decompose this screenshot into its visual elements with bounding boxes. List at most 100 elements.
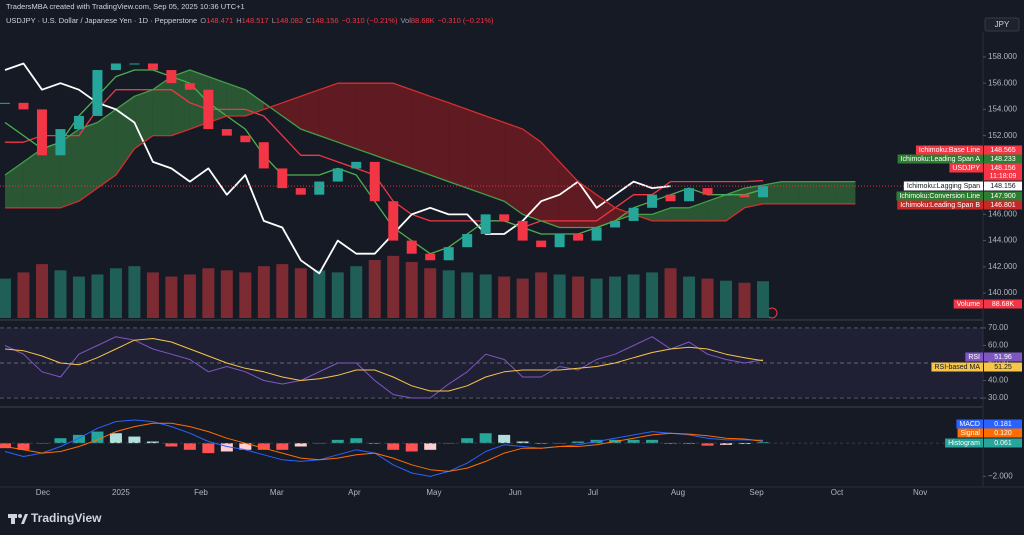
badge-label: RSI-based MA: [934, 364, 980, 371]
histogram-bar: [756, 442, 769, 444]
badge: MACD 0.181: [956, 419, 1022, 429]
badge-label-box: [931, 362, 983, 372]
indicator-line: [5, 89, 764, 229]
histogram-bar: [627, 439, 640, 444]
volume-bar: [202, 268, 215, 318]
logo-mark: [21, 514, 28, 524]
badge-value: 51.96: [994, 354, 1012, 361]
histogram-bar: [461, 438, 474, 444]
candle: [277, 168, 288, 189]
cloud-segment: [337, 83, 357, 149]
cloud-segment: [781, 181, 800, 204]
candle: [443, 247, 454, 261]
volume-bar: [572, 276, 585, 318]
x-tick-label: Jun: [509, 488, 522, 497]
volume-bar: [257, 266, 270, 318]
cloud-segment: [97, 109, 116, 189]
ohlc-value: 148.471: [206, 16, 233, 25]
histogram-bar: [424, 443, 437, 450]
currency-box[interactable]: [984, 17, 1020, 32]
volume-bar: [738, 282, 751, 318]
volume-bar: [756, 281, 769, 318]
currency[interactable]: JPY: [995, 20, 1010, 29]
indicator-line: [4, 69, 856, 229]
logo-mark: [18, 514, 22, 518]
candle: [0, 102, 10, 104]
badge-value-box: [984, 181, 1022, 191]
change: −0.310 (−0.21%): [342, 16, 398, 25]
y-tick-label: 140.000: [988, 288, 1017, 297]
badge-label-box: [897, 200, 983, 210]
volume-bar: [627, 274, 640, 318]
candle: [369, 161, 380, 202]
ohlc-value: 148.156: [311, 16, 338, 25]
badge-value: 148.565: [990, 147, 1015, 154]
histogram-bar: [683, 443, 696, 445]
x-tick-label: Oct: [831, 488, 844, 497]
volume-bar: [146, 272, 159, 318]
histogram-bar: [294, 443, 307, 447]
cloud-segment: [670, 207, 690, 221]
badge-value: 147.900: [990, 193, 1015, 200]
histogram-bar: [516, 441, 529, 444]
y-tick-label: 152.000: [988, 131, 1017, 140]
y-tick-label: 40.00: [988, 376, 1009, 385]
candle: [684, 188, 695, 202]
badge-label-box: [956, 419, 983, 429]
candle: [480, 214, 491, 235]
badge-label: Volume: [957, 301, 980, 308]
y-tick-label: 30.00: [988, 393, 1009, 402]
volume-bar: [683, 276, 696, 318]
volume-bar: [128, 266, 141, 318]
y-tick-label: 146.000: [988, 209, 1017, 218]
cloud-segment: [818, 181, 837, 204]
legend-header: USDJPY · U.S. Dollar / Japanese Yen · 1D…: [6, 16, 494, 25]
histogram-bar: [664, 443, 677, 444]
cloud-segment: [4, 161, 24, 208]
volume-bar: [54, 270, 67, 318]
cloud-segment: [226, 83, 246, 116]
cloud-segment: [393, 83, 412, 169]
x-tick-label: Nov: [913, 488, 927, 497]
y-tick-label: 158.000: [988, 52, 1017, 61]
candle: [110, 63, 121, 71]
x-tick-label: Dec: [36, 488, 50, 497]
volume-bar: [609, 276, 622, 318]
badge-value-box: [984, 191, 1022, 201]
badge: Ichimoku:Base Line 148.565: [915, 145, 1022, 155]
cloud-segment: [504, 122, 523, 215]
cloud-segment: [411, 89, 431, 175]
badge-value: 0.120: [994, 430, 1012, 437]
ohlc-label: O: [200, 16, 206, 25]
candle: [73, 115, 84, 130]
histogram-bar: [498, 434, 511, 444]
badge-value-box: [984, 163, 1022, 181]
histogram-bar: [276, 443, 289, 450]
candle: [665, 194, 676, 202]
cloud-segment: [541, 142, 560, 228]
histogram-bar: [720, 443, 733, 445]
histogram-bar: [405, 443, 418, 452]
candle: [739, 194, 750, 198]
cloud-segment: [559, 161, 579, 228]
histogram-bar: [183, 443, 196, 450]
volume-bar: [183, 274, 196, 318]
histogram-bar: [220, 443, 233, 452]
ohlc-value: 148.517: [242, 16, 269, 25]
badge-label: MACD: [959, 421, 980, 428]
candle: [258, 142, 269, 169]
histogram-bar: [54, 438, 67, 444]
candle: [517, 220, 528, 241]
candle: [221, 129, 232, 136]
badge-label: USDJPY: [952, 165, 980, 172]
symbol: USDJPY · U.S. Dollar / Japanese Yen · 1D…: [6, 16, 197, 25]
cloud-segment: [282, 96, 301, 130]
x-tick-label: Apr: [348, 488, 361, 497]
macd-line: [4, 419, 764, 477]
badge-value-box: [984, 145, 1022, 155]
badge-label: Ichimoku:Base Line: [919, 147, 980, 154]
badge: Signal 0.120: [957, 428, 1022, 438]
cloud-segment: [448, 102, 468, 189]
cloud-segment: [652, 207, 671, 221]
badge-value-box: [984, 438, 1022, 448]
